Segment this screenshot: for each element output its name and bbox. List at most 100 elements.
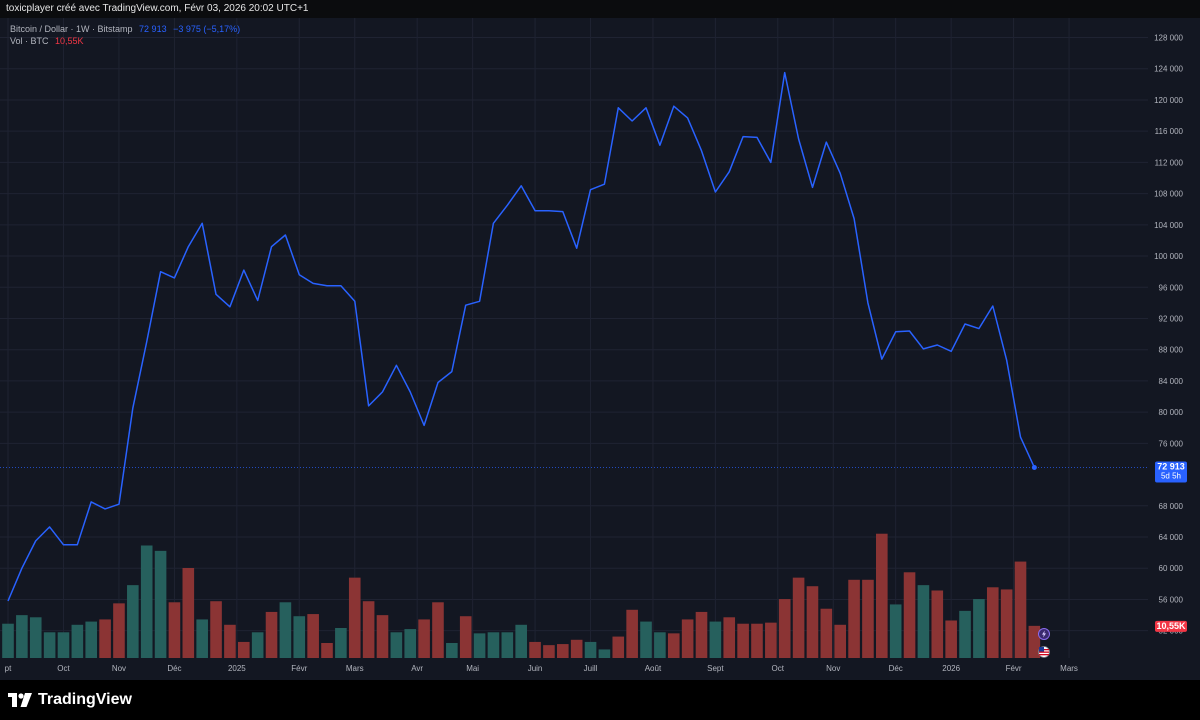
- us-flag-icon[interactable]: [1038, 646, 1050, 658]
- volume-bar: [335, 628, 347, 658]
- volume-bar: [765, 622, 777, 658]
- time-tick-label: pt: [5, 664, 12, 673]
- last-volume-tag: [1155, 620, 1187, 632]
- tradingview-logo-icon: [8, 693, 32, 707]
- volume-bar: [307, 614, 319, 658]
- volume-bar: [903, 572, 916, 658]
- volume-bar: [43, 632, 56, 658]
- volume-bar: [973, 599, 985, 658]
- volume-bars: [2, 533, 1041, 658]
- volume-bar: [1014, 561, 1027, 658]
- price-tick-label: 84 000: [1159, 377, 1184, 386]
- axis-tags: 72 913 5d 5h 10,55K: [1155, 461, 1187, 632]
- symbol-legend[interactable]: Bitcoin / Dollar · 1W · Bitstamp 72 913 …: [10, 24, 240, 34]
- volume-bar: [71, 624, 84, 658]
- volume-bar: [986, 587, 999, 658]
- last-volume-tag-value: 10,55K: [1156, 621, 1186, 631]
- volume-bar: [889, 604, 902, 658]
- price-tick-label: 100 000: [1154, 252, 1183, 261]
- volume-bar: [182, 568, 195, 658]
- volume-bar: [113, 603, 125, 658]
- time-tick-label: Nov: [112, 664, 126, 673]
- price-tick-label: 64 000: [1159, 533, 1184, 542]
- volume-bar: [570, 639, 583, 658]
- lightning-icon[interactable]: [1038, 628, 1050, 640]
- time-tick-label: Août: [645, 664, 662, 673]
- price-tick-label: 104 000: [1154, 221, 1183, 230]
- volume-bar: [446, 643, 458, 658]
- tradingview-logo[interactable]: TradingView: [8, 689, 132, 711]
- symbol-title: Bitcoin / Dollar · 1W · Bitstamp: [10, 24, 133, 34]
- time-tick-label: Déc: [889, 664, 903, 673]
- volume-bar: [931, 590, 944, 658]
- volume-bar: [196, 619, 208, 658]
- time-tick-label: Juin: [528, 664, 543, 673]
- price-tick-label: 76 000: [1159, 439, 1184, 448]
- time-tick-label: Mai: [466, 664, 479, 673]
- time-tick-label: 2025: [228, 664, 246, 673]
- volume-bar: [2, 623, 14, 658]
- last-price-tag-value: 72 913: [1157, 461, 1185, 471]
- volume-bar: [515, 624, 527, 658]
- volume-bar: [348, 577, 361, 658]
- volume-bar: [362, 601, 375, 658]
- price-tick-label: 108 000: [1154, 190, 1183, 199]
- volume-bar: [459, 616, 472, 658]
- time-axis[interactable]: pt Oct Nov Déc 2025 Févr Mars Avr Mai Juin Juill Ao…: [5, 664, 1078, 673]
- volume-bar: [737, 623, 749, 658]
- volume-bar: [778, 599, 791, 658]
- volume-bar: [598, 649, 611, 658]
- volume-bar: [1000, 589, 1013, 658]
- volume-bar: [16, 615, 28, 658]
- time-tick-label: 2026: [942, 664, 960, 673]
- price-tick-label: 68 000: [1159, 502, 1184, 511]
- legend-price: 72 913: [139, 24, 167, 34]
- volume-bar: [612, 636, 625, 658]
- price-tick-label: 124 000: [1154, 65, 1183, 74]
- volume-legend-label: Vol · BTC: [10, 36, 49, 46]
- bar-countdown: 5d 5h: [1161, 471, 1181, 480]
- volume-legend[interactable]: Vol · BTC 10,55K: [10, 36, 84, 46]
- time-tick-label: Sept: [707, 664, 724, 673]
- volume-bar: [390, 632, 403, 658]
- volume-bar: [237, 641, 250, 658]
- volume-bar: [654, 632, 666, 658]
- volume-bar: [404, 629, 417, 658]
- volume-bar: [751, 623, 763, 658]
- volume-bar: [1028, 625, 1041, 658]
- price-line-group: [0, 71, 1148, 602]
- volume-bar: [820, 608, 833, 658]
- last-price-tag: [1155, 461, 1187, 483]
- volume-bar: [432, 602, 444, 658]
- time-tick-label: Déc: [167, 664, 181, 673]
- time-tick-label: Oct: [772, 664, 785, 673]
- volume-bar: [224, 624, 236, 658]
- time-tick-label: Avr: [411, 664, 423, 673]
- event-markers[interactable]: [1038, 628, 1050, 658]
- volume-bar: [501, 632, 514, 658]
- volume-bar: [29, 617, 42, 658]
- attribution-text: toxicplayer créé avec TradingView.com, F…: [6, 3, 309, 14]
- volume-bar: [584, 641, 597, 658]
- volume-bar: [848, 579, 860, 658]
- price-line: [7, 71, 1036, 602]
- volume-bar: [709, 621, 722, 658]
- volume-bar: [557, 644, 569, 658]
- volume-bar: [154, 550, 167, 658]
- price-tick-label: 116 000: [1155, 127, 1184, 136]
- volume-bar: [529, 641, 541, 658]
- price-tick-label: 56 000: [1159, 595, 1184, 604]
- price-tick-label: 88 000: [1159, 346, 1184, 355]
- last-price-point: [1031, 464, 1037, 470]
- attribution-bar: toxicplayer créé avec TradingView.com, F…: [0, 0, 1200, 18]
- time-tick-label: Oct: [57, 664, 70, 673]
- volume-bar: [487, 632, 500, 658]
- volume-bar: [85, 621, 98, 658]
- volume-bar: [168, 602, 181, 658]
- price-tick-label: 60 000: [1159, 564, 1184, 573]
- volume-bar: [626, 609, 638, 658]
- price-tick-label: 92 000: [1159, 314, 1184, 323]
- volume-bar: [251, 632, 264, 658]
